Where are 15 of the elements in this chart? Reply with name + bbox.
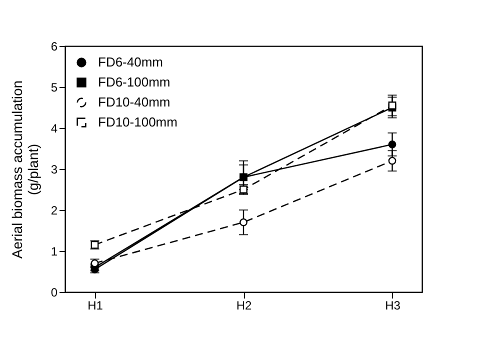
y-tick-label: 2 xyxy=(50,204,58,218)
legend-label: FD10-100mm xyxy=(98,114,178,130)
y-tick-label: 5 xyxy=(50,80,58,94)
x-tick-label: H1 xyxy=(88,298,104,312)
x-tick-label: H3 xyxy=(385,298,401,312)
y-tick-label: 6 xyxy=(50,40,58,54)
y-tick-label: 4 xyxy=(50,122,58,136)
legend-label: FD10-40mm xyxy=(98,94,170,110)
legend-label: FD6-100mm xyxy=(98,74,170,90)
x-tick-label: H2 xyxy=(236,298,252,312)
y-tick-label: 3 xyxy=(50,162,58,176)
y-tick-label: 0 xyxy=(50,286,58,300)
y-axis-title: Aerial biomass accumulation (g/plant) xyxy=(8,80,41,259)
y-tick-label: 1 xyxy=(50,244,58,258)
legend-label: FD6-40mm xyxy=(98,54,164,70)
